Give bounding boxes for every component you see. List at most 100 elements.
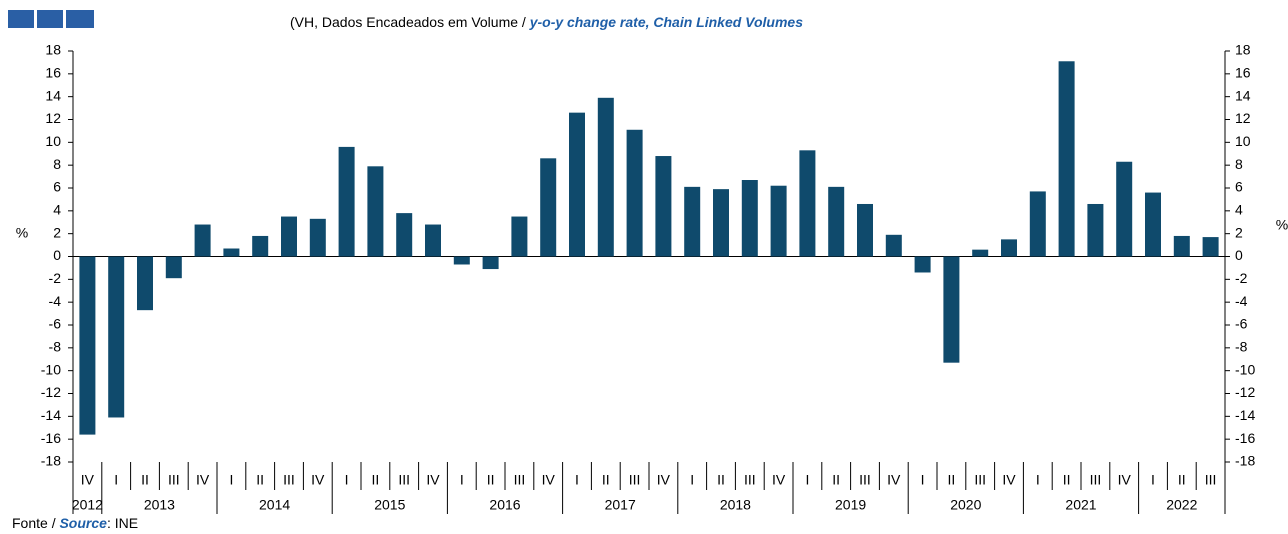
x-tick-label: IV xyxy=(542,472,556,488)
x-tick-label: IV xyxy=(81,472,95,488)
x-tick-label: I xyxy=(805,472,809,488)
bar xyxy=(396,213,413,257)
bar xyxy=(885,234,902,257)
bar xyxy=(482,256,499,270)
year-label: 2020 xyxy=(950,497,981,513)
bar xyxy=(338,146,355,257)
y-tick-label: 0 xyxy=(53,247,61,263)
bar xyxy=(367,166,384,257)
y-tick-label: -16 xyxy=(41,430,61,446)
bar xyxy=(223,248,240,257)
bar xyxy=(799,150,816,257)
year-label: 2014 xyxy=(259,497,290,513)
bar xyxy=(1202,237,1219,257)
bar xyxy=(194,224,211,257)
y-tick-label: 10 xyxy=(45,133,61,149)
y2-tick-label: 4 xyxy=(1235,202,1243,218)
year-label: 2019 xyxy=(835,497,866,513)
bar xyxy=(108,256,125,418)
bar xyxy=(857,203,873,257)
x-tick-label: I xyxy=(690,472,694,488)
y2-tick-label: 18 xyxy=(1235,42,1251,58)
x-tick-label: IV xyxy=(887,472,901,488)
x-tick-label: I xyxy=(1151,472,1155,488)
y-tick-label: 6 xyxy=(53,179,61,195)
source-pt: Fonte / xyxy=(12,515,59,531)
x-tick-label: II xyxy=(1063,472,1071,488)
y2-tick-label: 10 xyxy=(1235,133,1251,149)
y-tick-label: 14 xyxy=(45,87,61,103)
x-tick-label: II xyxy=(487,472,495,488)
x-tick-label: III xyxy=(629,472,641,488)
source: Fonte / Source: INE xyxy=(12,515,138,531)
year-label: 2021 xyxy=(1065,497,1096,513)
y2-tick-label: 6 xyxy=(1235,179,1243,195)
x-tick-label: III xyxy=(859,472,871,488)
x-tick-label: III xyxy=(744,472,756,488)
y2-tick-label: -4 xyxy=(1235,293,1248,309)
bar xyxy=(309,218,326,257)
x-tick-label: II xyxy=(832,472,840,488)
source-name: : INE xyxy=(107,515,138,531)
y2-tick-label: -14 xyxy=(1235,407,1255,423)
x-tick-label: I xyxy=(575,472,579,488)
x-tick-label: III xyxy=(1205,472,1217,488)
y-tick-label: 12 xyxy=(45,110,61,126)
bar xyxy=(540,158,557,257)
bar xyxy=(684,186,701,257)
bar xyxy=(1173,235,1190,257)
bar xyxy=(137,256,153,311)
x-tick-label: III xyxy=(283,472,295,488)
bar xyxy=(914,256,931,273)
y-tick-label: -10 xyxy=(41,361,61,377)
x-tick-label: IV xyxy=(657,472,671,488)
logo-square xyxy=(37,10,63,28)
bar xyxy=(281,216,297,257)
y2-tick-label: -6 xyxy=(1235,316,1248,332)
y-tick-label: -8 xyxy=(49,339,62,355)
title-en: y-o-y change rate, Chain Linked Volumes xyxy=(529,14,804,30)
bar xyxy=(597,97,614,257)
y2-tick-label: 2 xyxy=(1235,224,1243,240)
y-tick-label: 4 xyxy=(53,202,61,218)
y-tick-label: 18 xyxy=(45,42,61,58)
y2-tick-label: -8 xyxy=(1235,339,1248,355)
x-tick-label: I xyxy=(345,472,349,488)
y-tick-label: -4 xyxy=(49,293,62,309)
bar xyxy=(713,189,729,257)
bar xyxy=(79,256,96,435)
y2-tick-label: -16 xyxy=(1235,430,1255,446)
x-tick-label: III xyxy=(398,472,410,488)
y-tick-label: 8 xyxy=(53,156,61,172)
chart-title: (VH, Dados Encadeados em Volume / y-o-y … xyxy=(290,14,803,30)
x-tick-label: III xyxy=(514,472,526,488)
bar xyxy=(1087,203,1104,257)
x-tick-label: II xyxy=(1178,472,1186,488)
x-tick-label: II xyxy=(372,472,380,488)
y2-tick-label: 14 xyxy=(1235,87,1251,103)
y-tick-label: 2 xyxy=(53,224,61,240)
source-en: Source xyxy=(59,515,107,531)
x-tick-label: IV xyxy=(196,472,210,488)
y-tick-label: -6 xyxy=(49,316,62,332)
x-tick-label: I xyxy=(229,472,233,488)
y2-tick-label: -2 xyxy=(1235,270,1248,286)
bar xyxy=(972,249,989,257)
bar xyxy=(626,129,643,257)
y-tick-label: -2 xyxy=(49,270,62,286)
x-tick-label: IV xyxy=(311,472,325,488)
x-tick-label: II xyxy=(717,472,725,488)
y-tick-label: -14 xyxy=(41,407,61,423)
year-label: 2018 xyxy=(720,497,751,513)
y-axis-label: % xyxy=(16,225,28,241)
y-tick-label: 16 xyxy=(45,65,61,81)
x-tick-label: I xyxy=(1036,472,1040,488)
x-tick-label: II xyxy=(256,472,264,488)
bar xyxy=(770,185,787,257)
y2-tick-label: -18 xyxy=(1235,453,1255,469)
y2-tick-label: -10 xyxy=(1235,361,1255,377)
year-label: 2012 xyxy=(72,497,103,513)
bar xyxy=(165,256,182,279)
bar xyxy=(1001,239,1017,257)
x-tick-label: II xyxy=(948,472,956,488)
